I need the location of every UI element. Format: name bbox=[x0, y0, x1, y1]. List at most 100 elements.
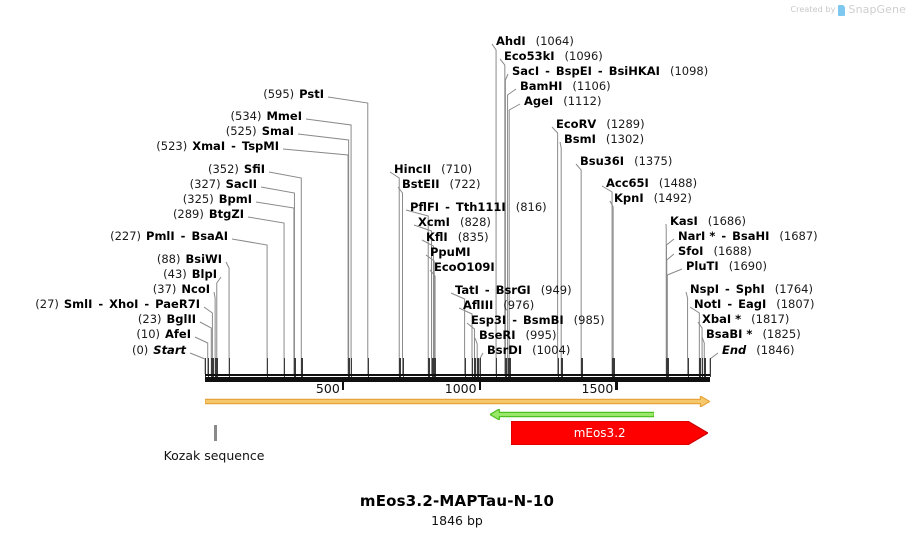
restriction-site-label[interactable]: EcoRV (1289) bbox=[556, 117, 645, 131]
kozak-sequence-marker[interactable] bbox=[214, 425, 217, 441]
restriction-site-label[interactable]: BsmI (1302) bbox=[564, 132, 645, 146]
restriction-site-tick[interactable] bbox=[471, 358, 474, 377]
restriction-site-tick[interactable] bbox=[211, 358, 213, 377]
meos32-arrow[interactable]: mEos3.2 bbox=[511, 421, 709, 445]
restriction-site-tick[interactable] bbox=[215, 358, 217, 377]
restriction-site-label[interactable]: NarI * - BsaHI (1687) bbox=[678, 229, 818, 243]
restriction-site-tick[interactable] bbox=[687, 358, 689, 377]
restriction-site-label[interactable]: (523) XmaI - TspMI bbox=[156, 139, 279, 153]
restriction-site-tick[interactable] bbox=[612, 358, 614, 377]
restriction-site-tick[interactable] bbox=[702, 358, 704, 377]
restriction-site-label[interactable]: (595) PstI bbox=[263, 87, 324, 101]
restriction-site-label[interactable]: PluTI (1690) bbox=[686, 259, 767, 273]
restriction-site-tick[interactable] bbox=[509, 358, 511, 377]
restriction-site-label[interactable]: BamHI (1106) bbox=[520, 79, 611, 93]
restriction-site-label[interactable]: BsrDI (1004) bbox=[487, 343, 571, 357]
restriction-site-label[interactable]: TatI - BsrGI (949) bbox=[455, 283, 572, 297]
restriction-site-tick[interactable] bbox=[704, 358, 706, 377]
restriction-site-label[interactable]: AhdI (1064) bbox=[496, 34, 574, 48]
restriction-site-label[interactable]: BsaBI * (1825) bbox=[706, 327, 801, 341]
restriction-site-label[interactable]: (327) SacII bbox=[189, 177, 257, 191]
restriction-site-label[interactable]: (227) PmlI - BsaAI bbox=[110, 229, 228, 243]
restriction-site-label[interactable]: HincII (710) bbox=[394, 162, 473, 176]
restriction-site-label[interactable]: (352) SfiI bbox=[207, 162, 265, 176]
restriction-site-tick[interactable] bbox=[205, 358, 207, 377]
restriction-site-tick[interactable] bbox=[557, 358, 559, 377]
leader-line bbox=[504, 73, 509, 374]
leader-line bbox=[213, 291, 216, 374]
restriction-site-label[interactable]: (0) Start bbox=[131, 343, 186, 357]
restriction-site-tick[interactable] bbox=[496, 358, 498, 377]
restriction-site-label[interactable]: Eco53kI (1096) bbox=[504, 49, 603, 63]
restriction-site-tick[interactable] bbox=[348, 358, 350, 377]
ruler-tick-mark bbox=[615, 381, 618, 390]
restriction-site-tick[interactable] bbox=[561, 358, 563, 377]
restriction-site-tick[interactable] bbox=[402, 358, 404, 377]
restriction-site-label[interactable]: (37) NcoI bbox=[152, 282, 210, 296]
restriction-site-label[interactable]: (43) BlpI bbox=[163, 267, 217, 281]
restriction-site-tick[interactable] bbox=[474, 358, 476, 377]
restriction-site-label[interactable]: PflFI - Tth111I (816) bbox=[410, 200, 547, 214]
restriction-site-tick[interactable] bbox=[301, 358, 303, 377]
restriction-site-label[interactable]: (289) BtgZI bbox=[172, 207, 244, 221]
restriction-site-label[interactable]: SfoI (1688) bbox=[678, 244, 752, 258]
restriction-site-label[interactable]: PpuMI bbox=[430, 245, 471, 259]
restriction-site-tick[interactable] bbox=[479, 358, 482, 377]
restriction-site-label[interactable]: AflIII (976) bbox=[463, 298, 535, 312]
restriction-site-tick[interactable] bbox=[293, 358, 296, 377]
restriction-site-label[interactable]: Esp3I - BsmBI (985) bbox=[471, 313, 605, 327]
restriction-site-label[interactable]: BseRI (995) bbox=[479, 328, 557, 342]
restriction-site-label[interactable]: (27) SmlI - XhoI - PaeR7I bbox=[35, 297, 200, 311]
restriction-site-tick[interactable] bbox=[435, 358, 437, 377]
restriction-site-label[interactable]: (325) BpmI bbox=[182, 192, 252, 206]
backbone-arrow[interactable] bbox=[205, 396, 710, 407]
restriction-site-tick[interactable] bbox=[477, 358, 479, 377]
restriction-site-label[interactable]: KasI (1686) bbox=[670, 214, 747, 228]
restriction-site-tick[interactable] bbox=[216, 358, 219, 377]
leader-line bbox=[231, 238, 268, 374]
restriction-site-tick[interactable] bbox=[464, 358, 466, 377]
restriction-site-tick[interactable] bbox=[267, 358, 269, 377]
restriction-site-tick[interactable] bbox=[434, 358, 436, 377]
restriction-site-tick[interactable] bbox=[207, 358, 210, 377]
restriction-site-label[interactable]: (23) BglII bbox=[137, 312, 196, 326]
restriction-site-label[interactable]: AgeI (1112) bbox=[524, 94, 602, 108]
restriction-site-tick[interactable] bbox=[229, 358, 231, 377]
restriction-site-tick[interactable] bbox=[284, 358, 286, 377]
restriction-site-tick[interactable] bbox=[351, 358, 353, 377]
restriction-site-tick[interactable] bbox=[613, 358, 615, 377]
restriction-site-tick[interactable] bbox=[433, 358, 435, 377]
restriction-site-label[interactable]: XcmI (828) bbox=[418, 215, 491, 229]
restriction-site-tick[interactable] bbox=[367, 358, 370, 377]
restriction-site-label[interactable]: NspI - SphI (1764) bbox=[690, 282, 813, 296]
restriction-site-tick[interactable] bbox=[507, 358, 509, 377]
restriction-site-label[interactable]: SacI - BspEI - BsiHKAI (1098) bbox=[512, 64, 709, 78]
restriction-site-tick[interactable] bbox=[699, 358, 701, 377]
ruler-scale: 500 1000 1500 bbox=[0, 381, 914, 399]
restriction-site-tick[interactable] bbox=[710, 358, 712, 377]
restriction-site-tick[interactable] bbox=[505, 358, 507, 377]
leader-line bbox=[491, 43, 497, 374]
feature-label: mEos3.2 bbox=[573, 426, 626, 440]
restriction-site-tick[interactable] bbox=[431, 358, 433, 377]
restriction-site-label[interactable]: Acc65I (1488) bbox=[606, 176, 698, 190]
restriction-site-label[interactable]: End (1846) bbox=[722, 343, 795, 357]
restriction-site-tick[interactable] bbox=[212, 358, 214, 377]
restriction-site-label[interactable]: XbaI * (1817) bbox=[702, 312, 790, 326]
restriction-site-label[interactable]: EcoO109I bbox=[434, 260, 495, 274]
restriction-site-label[interactable]: (534) MmeI bbox=[230, 109, 302, 123]
restriction-site-tick[interactable] bbox=[667, 358, 669, 377]
restriction-site-tick[interactable] bbox=[399, 358, 401, 377]
leader-line bbox=[389, 171, 400, 374]
restriction-site-label[interactable]: (525) SmaI bbox=[225, 124, 294, 138]
restriction-site-tick[interactable] bbox=[581, 358, 583, 377]
restriction-site-label[interactable]: (88) BsiWI bbox=[156, 252, 222, 266]
restriction-site-label[interactable]: BstEII (722) bbox=[402, 177, 481, 191]
restriction-site-tick[interactable] bbox=[428, 358, 430, 377]
restriction-site-label[interactable]: KpnI (1492) bbox=[614, 191, 692, 205]
restriction-site-label[interactable]: (10) AfeI bbox=[136, 327, 191, 341]
restriction-site-label[interactable]: Bsu36I (1375) bbox=[580, 154, 673, 168]
restriction-site-label[interactable]: KflI (835) bbox=[426, 230, 489, 244]
restriction-site-label[interactable]: NotI - EagI (1807) bbox=[694, 297, 815, 311]
mapt-arrow[interactable] bbox=[489, 409, 654, 420]
